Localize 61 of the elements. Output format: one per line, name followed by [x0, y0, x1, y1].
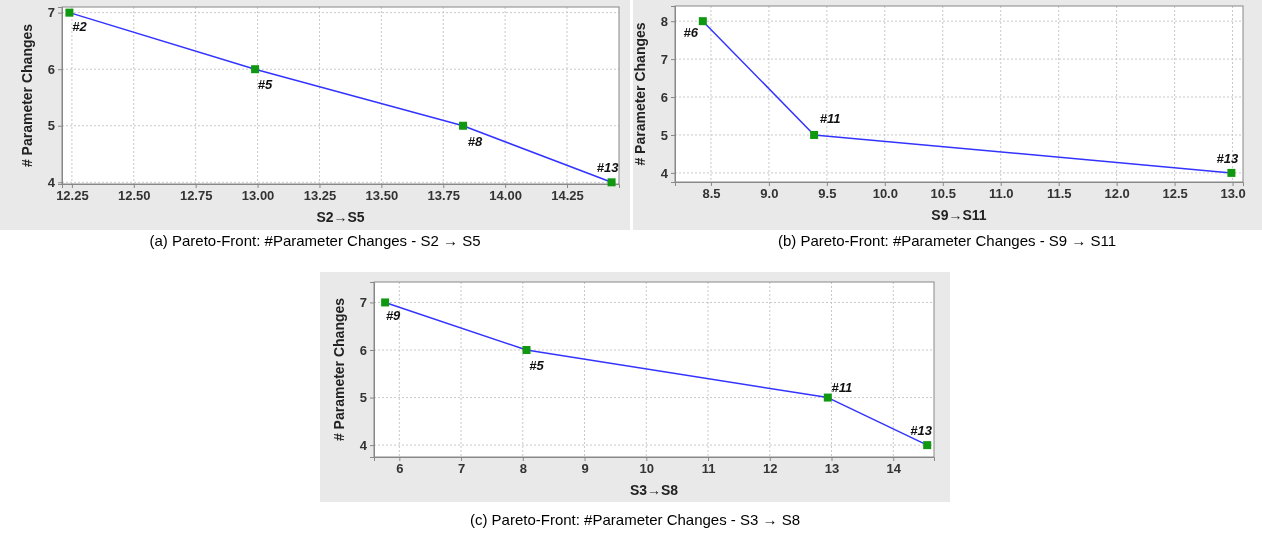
annotation: #8 — [467, 133, 484, 149]
x-tick-label: 12 — [763, 461, 778, 477]
x-tick-label: 7 — [457, 461, 466, 477]
annotation: #11 — [819, 110, 841, 126]
x-tick-label: 12.50 — [118, 188, 151, 204]
y-tick-label: 7 — [660, 51, 668, 67]
y-tick-label: 7 — [47, 5, 55, 21]
y-tick-label: 5 — [660, 127, 668, 143]
text: (c) Pareto-Front: #Parameter Changes - S3 → S8 — [469, 511, 801, 528]
x-tick-label: 8 — [519, 461, 527, 477]
y-tick-label: 5 — [359, 390, 367, 406]
y-tick-label: 5 — [47, 118, 55, 134]
y-tick-label: 6 — [660, 89, 668, 105]
x-tick-label: 12.75 — [179, 188, 213, 204]
x-axis-title: S2→S5 — [316, 209, 365, 225]
annotation: #13 — [1216, 150, 1240, 166]
text: (a) Pareto-Front: #Parameter Changes - S2 → S5 — [149, 232, 481, 249]
x-tick-label: 13.50 — [365, 188, 399, 204]
x-tick-label: 12.25 — [56, 188, 89, 204]
x-tick-label: 14.25 — [551, 188, 584, 204]
y-tick-label: 6 — [359, 342, 367, 358]
y-tick-label: 6 — [47, 61, 55, 77]
y-tick-label: 7 — [359, 295, 367, 311]
y-axis-title: # Parameter Changes — [19, 23, 35, 168]
x-axis-title: S3→S8 — [629, 482, 679, 498]
x-tick-label: 6 — [396, 461, 404, 477]
x-tick-label: 14.00 — [489, 188, 522, 204]
annotation: #9 — [385, 308, 402, 324]
x-tick-label: 11 — [701, 461, 716, 477]
annotation: #13 — [596, 160, 620, 176]
annotation: #6 — [683, 25, 699, 41]
x-tick-label: 13.25 — [303, 188, 337, 204]
x-tick-label: 9.0 — [760, 186, 779, 202]
x-tick-label: 10.0 — [872, 186, 898, 202]
annotation: #2 — [72, 18, 88, 34]
y-tick-label: 4 — [660, 165, 669, 181]
x-tick-label: 12.0 — [1104, 186, 1130, 202]
y-tick-label: 8 — [660, 13, 668, 29]
x-tick-label: 9.5 — [818, 186, 837, 202]
y-tick-label: 4 — [47, 174, 56, 190]
annotation: #11 — [831, 379, 853, 395]
annotation: #5 — [257, 77, 274, 93]
x-tick-label: 10.5 — [930, 186, 956, 202]
annotation: #5 — [529, 358, 545, 373]
text: (b) Pareto-Front: #Parameter Changes - S9 → S11 — [777, 232, 1117, 249]
x-tick-label: 8.5 — [702, 186, 721, 202]
y-axis-title: # Parameter Changes — [632, 22, 648, 166]
x-tick-label: 12.5 — [1162, 186, 1188, 202]
y-tick-label: 4 — [359, 437, 368, 453]
y-axis-title: # Parameter Changes — [331, 297, 347, 442]
x-tick-label: 13.0 — [1220, 186, 1246, 202]
x-axis-title: S9→S11 — [931, 207, 987, 223]
annotation: #13 — [910, 423, 933, 439]
x-tick-label: 13.75 — [427, 188, 461, 204]
x-tick-label: 13 — [824, 461, 840, 477]
x-tick-label: 9 — [581, 461, 589, 477]
x-tick-label: 10 — [639, 461, 655, 477]
x-tick-label: 13.00 — [241, 188, 275, 204]
x-tick-label: 14 — [886, 461, 902, 477]
x-tick-label: 11.5 — [1046, 186, 1072, 202]
x-tick-label: 11.0 — [988, 186, 1014, 202]
